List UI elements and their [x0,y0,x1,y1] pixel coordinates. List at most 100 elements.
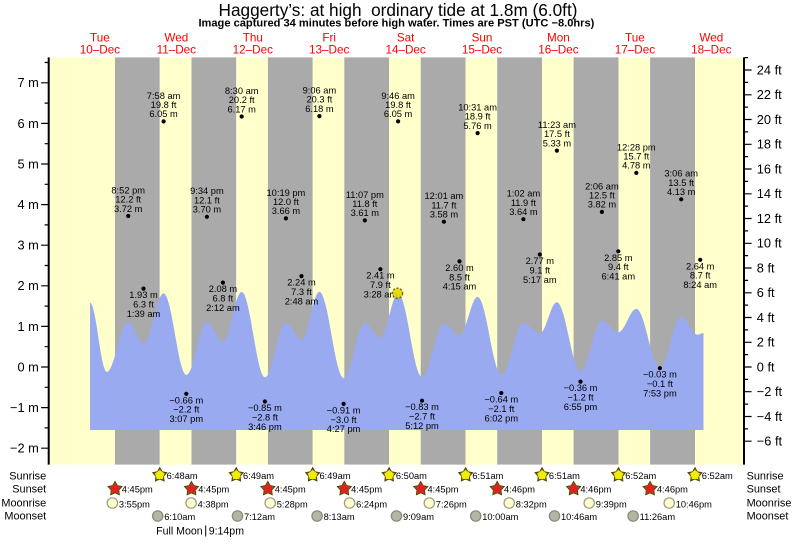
svg-text:4 m: 4 m [17,197,38,212]
svg-text:6:51am: 6:51am [549,471,580,481]
svg-text:−0.91 m−3.0 ft4:27 pm: −0.91 m −3.0 ft 4:27 pm [327,405,361,434]
svg-text:8 ft: 8 ft [757,260,775,275]
svg-text:3 m: 3 m [17,238,38,253]
svg-text:3:55pm: 3:55pm [119,499,150,509]
svg-text:Moonrise: Moonrise [1,498,46,510]
svg-text:Sunrise: Sunrise [9,470,46,482]
svg-text:4:38pm: 4:38pm [198,499,229,509]
svg-text:6:50am: 6:50am [396,471,427,481]
svg-text:Tue: Tue [625,32,645,45]
svg-text:2.41 m7.9 ft3:28 am: 2.41 m 7.9 ft 3:28 am [364,271,398,300]
svg-text:4:45pm: 4:45pm [275,485,306,495]
svg-text:12 ft: 12 ft [757,211,782,226]
svg-text:6:49am: 6:49am [243,471,274,481]
svg-text:Image captured 34 minutes befo: Image captured 34 minutes before high wa… [198,18,594,30]
svg-text:Mon: Mon [547,32,570,45]
svg-text:0 m: 0 m [17,359,38,374]
svg-text:−0.03 m−0.1 ft7:53 pm: −0.03 m −0.1 ft 7:53 pm [643,370,677,399]
svg-text:4:45pm: 4:45pm [122,485,153,495]
svg-text:20 ft: 20 ft [757,112,782,127]
svg-text:2.60 m8.5 ft4:15 am: 2.60 m 8.5 ft 4:15 am [443,263,477,292]
svg-text:1 m: 1 m [17,319,38,334]
svg-text:−0.64 m−2.1 ft6:02 pm: −0.64 m −2.1 ft 6:02 pm [484,395,518,424]
svg-text:17–Dec: 17–Dec [615,43,655,56]
svg-text:16–Dec: 16–Dec [538,43,578,56]
svg-text:8:32pm: 8:32pm [516,499,547,509]
svg-text:Thu: Thu [243,32,263,45]
svg-text:Wed: Wed [699,32,723,45]
svg-text:2.77 m9.1 ft5:17 am: 2.77 m 9.1 ft 5:17 am [523,256,557,285]
svg-text:−0.36 m−1.2 ft6:55 pm: −0.36 m −1.2 ft 6:55 pm [564,383,598,412]
svg-text:−1 m: −1 m [10,400,39,415]
svg-text:6 ft: 6 ft [757,285,775,300]
svg-text:Sat: Sat [397,32,415,45]
svg-text:−2 ft: −2 ft [757,384,783,399]
svg-text:2 m: 2 m [17,278,38,293]
svg-text:4:45pm: 4:45pm [428,485,459,495]
svg-text:10:46pm: 10:46pm [676,499,712,509]
svg-text:−0.66 m−2.2 ft3:07 pm: −0.66 m −2.2 ft 3:07 pm [169,395,203,424]
svg-text:11–Dec: 11–Dec [157,43,197,56]
svg-text:−4 ft: −4 ft [757,409,783,424]
svg-text:15–Dec: 15–Dec [462,43,502,56]
svg-text:6:49am: 6:49am [320,471,351,481]
svg-text:9:09am: 9:09am [403,512,434,522]
svg-text:Moonrise: Moonrise [747,498,792,510]
svg-text:10 ft: 10 ft [757,236,782,251]
svg-text:14 ft: 14 ft [757,186,782,201]
svg-text:4:45pm: 4:45pm [351,485,382,495]
svg-text:2.64 m8.7 ft8:24 am: 2.64 m 8.7 ft 8:24 am [683,261,717,290]
svg-text:9:14pm: 9:14pm [209,526,245,538]
svg-text:24 ft: 24 ft [757,62,782,77]
svg-text:Fri: Fri [322,32,336,45]
svg-text:11:26am: 11:26am [640,512,676,522]
svg-text:Full Moon: Full Moon [156,526,203,538]
svg-text:8:13am: 8:13am [324,512,355,522]
svg-text:−2 m: −2 m [10,441,39,456]
svg-text:1.93 m6.3 ft1:39 am: 1.93 m 6.3 ft 1:39 am [127,290,161,319]
svg-text:5 m: 5 m [17,156,38,171]
svg-text:7 m: 7 m [17,75,38,90]
svg-text:16 ft: 16 ft [757,161,782,176]
svg-text:4:46pm: 4:46pm [657,485,688,495]
svg-text:22 ft: 22 ft [757,87,782,102]
svg-text:7:26pm: 7:26pm [436,499,467,509]
svg-text:4:45pm: 4:45pm [198,485,229,495]
svg-text:4:46pm: 4:46pm [504,485,535,495]
svg-text:4:46pm: 4:46pm [580,485,611,495]
svg-text:6 m: 6 m [17,116,38,131]
svg-text:Sunset: Sunset [747,484,781,496]
svg-text:Moonset: Moonset [4,511,46,523]
svg-text:2 ft: 2 ft [757,335,775,350]
svg-text:Tue: Tue [90,32,110,45]
svg-text:Sun: Sun [472,32,493,45]
svg-text:12–Dec: 12–Dec [233,43,273,56]
svg-text:Haggerty’s: at high ordinary: Haggerty’s: at high ordinary tide at 1.8… [219,0,578,20]
svg-text:4 ft: 4 ft [757,310,775,325]
svg-text:−0.83 m−2.7 ft5:12 pm: −0.83 m −2.7 ft 5:12 pm [405,402,439,431]
svg-text:6:52am: 6:52am [625,471,656,481]
svg-text:2.08 m6.8 ft2:12 am: 2.08 m 6.8 ft 2:12 am [206,284,240,313]
svg-text:6:52am: 6:52am [702,471,733,481]
svg-text:13–Dec: 13–Dec [309,43,349,56]
svg-text:−6 ft: −6 ft [757,434,783,449]
svg-text:14–Dec: 14–Dec [385,43,425,56]
svg-text:0 ft: 0 ft [757,359,775,374]
svg-text:10:46am: 10:46am [561,512,597,522]
svg-text:10:00am: 10:00am [482,512,518,522]
svg-text:6:10am: 6:10am [164,512,195,522]
svg-text:−0.85 m−2.8 ft3:46 pm: −0.85 m −2.8 ft 3:46 pm [248,403,282,432]
